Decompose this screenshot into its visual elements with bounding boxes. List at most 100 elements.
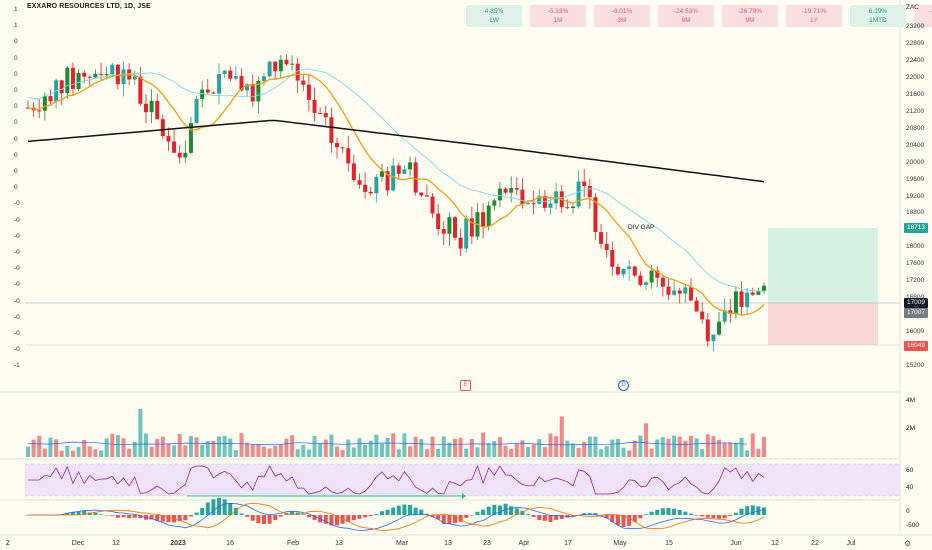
candle-body [526,203,531,205]
dividend-event-icon[interactable]: D [618,380,629,391]
candle-body [194,98,199,124]
volume-bar [250,444,255,457]
candle-body [542,196,547,208]
macd-hist-bar [717,515,722,519]
candle-body [666,286,671,295]
volume-bar [143,433,148,457]
macd-hist-bar [694,515,699,516]
candle-body [329,117,334,143]
volume-bar [481,432,486,457]
volume-bar [677,436,682,457]
volume-bar [599,449,604,457]
perf-1m[interactable]: -5.33% 1M [530,5,586,27]
perf-1y[interactable]: -19.71% 1Y [786,5,842,27]
candle-body [469,218,474,237]
price-tick: 20000 [906,158,925,166]
macd-hist-bar [452,515,457,524]
volume-bar [520,440,525,457]
volume-bar [688,435,693,457]
candle-body [441,229,446,234]
perf-period: 9M [745,17,755,24]
perf-9m[interactable]: -26.79% 9M [722,5,778,27]
candle-body [481,212,486,227]
volume-bar [54,439,59,457]
macd-hist-bar [486,506,491,515]
perf-1w[interactable]: 4.35% 1W [466,5,522,27]
volume-bar [329,434,334,457]
volume-bar [672,435,677,457]
candle-body [503,188,508,193]
volume-bar [604,446,609,457]
macd-hist-bar [250,515,255,521]
macd-hist-bar [497,505,502,515]
perf-1ytd[interactable]: -21.73%1YTD [914,5,932,27]
candle-body [649,270,654,283]
candle-body [565,207,570,209]
perf-1mtd[interactable]: 6.19% 1MTD [850,5,906,27]
price-tick: 23200 [906,23,925,30]
volume-bar [346,439,351,457]
volume-bar [683,440,688,457]
macd-hist-bar [245,515,250,517]
macd-hist-bar [149,515,154,520]
volume-bar [245,442,250,457]
candle-body [351,163,356,181]
ma-50-line [27,68,765,293]
candle-body [615,266,620,275]
left-tick: -0 [14,281,20,289]
left-tick: 0 [14,70,18,78]
macd-hist-bar [363,515,368,518]
volume-bar [705,434,710,457]
volume-bar [666,438,671,457]
candle-body [391,165,396,191]
price-tick: 20800 [906,124,925,132]
volume-bar [160,436,165,457]
macd-hist-bar [200,507,205,515]
left-tick: 0 [14,151,18,159]
candle-body [312,99,317,114]
price-tick: 16800 [906,294,924,301]
volume-bar [177,433,182,457]
macd-hist-bar [604,515,609,519]
macd-hist-bar [722,515,727,519]
candle-body [250,84,255,102]
perf-6m[interactable]: -24.53% 6M [658,5,714,27]
volume-bar [638,435,643,457]
candle-body [436,213,441,230]
candle-body [121,69,126,85]
target-price-tag: 18713 [904,223,928,233]
candle-body [604,243,609,251]
volume-bar [115,435,120,457]
volume-bar [290,435,295,457]
macd-hist-bar [121,515,126,518]
chart-settings-icon[interactable]: ⚙ [904,539,912,548]
perf-value: -19.71% [801,8,827,15]
macd-hist-bar [205,502,210,515]
macd-hist-bar [379,511,384,515]
macd-hist-bar [436,515,441,520]
volume-bar [570,443,575,457]
candle-body [520,189,525,205]
volume-bar [452,438,457,457]
volume-bar [503,445,508,457]
volume-bar [42,448,47,457]
volume-bar [733,442,738,457]
perf-3m[interactable]: -9.01% 3M [594,5,650,27]
macd-hist-bar [99,514,104,515]
candle-body [644,282,649,285]
left-tick: 0 [14,38,18,46]
volume-bar [385,437,390,457]
candle-body [688,287,693,301]
volume-bar [335,446,340,457]
volume-bar [70,450,75,457]
candle-body [531,203,536,205]
earnings-event-icon[interactable]: E [460,380,471,391]
stop-zone [768,303,878,345]
left-tick: -0 [14,346,20,354]
volume-bar [267,448,272,457]
volume-bar [621,447,626,457]
time-tick: 23 [483,540,491,547]
candle-body [750,292,755,295]
left-tick: -0 [14,297,20,305]
